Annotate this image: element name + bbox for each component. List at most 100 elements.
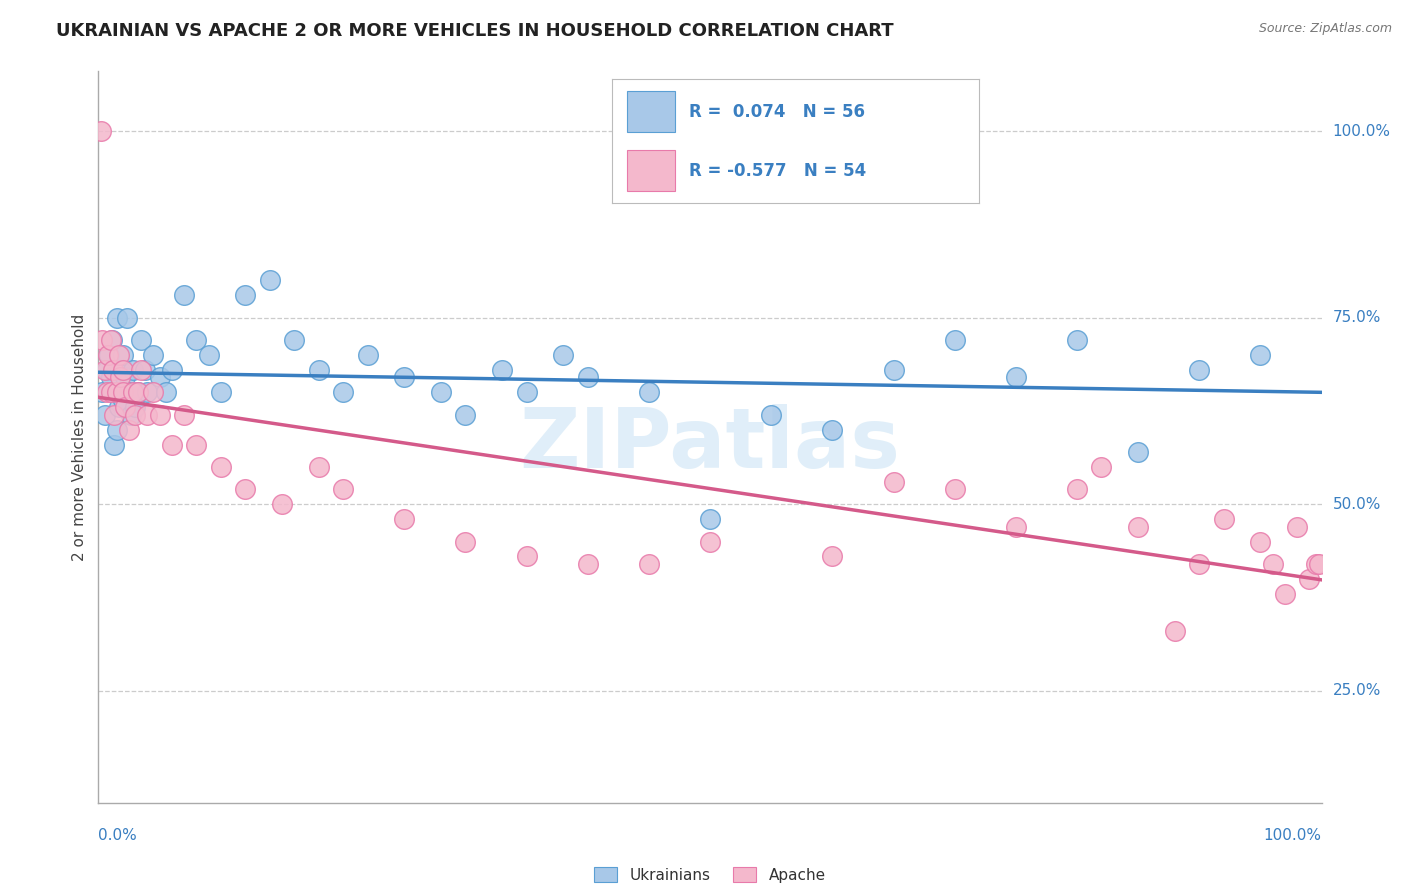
Point [105, 423, 128, 437]
Point [111, 363, 134, 377]
Point [1004, 370, 1026, 384]
Point [127, 385, 149, 400]
Legend: Ukrainians, Apache: Ukrainians, Apache [586, 859, 834, 890]
Point [491, 363, 513, 377]
Point [108, 348, 131, 362]
Point [637, 385, 661, 400]
Point [233, 483, 256, 497]
Point [1164, 624, 1187, 639]
Point [160, 363, 183, 377]
Y-axis label: 2 or more Vehicles in Household: 2 or more Vehicles in Household [72, 313, 87, 561]
Point [883, 475, 905, 489]
Point [1128, 519, 1150, 533]
Point [121, 363, 143, 377]
Point [332, 385, 354, 400]
Point [101, 363, 124, 377]
Point [111, 392, 134, 407]
Point [1066, 333, 1088, 347]
Point [308, 459, 330, 474]
Point [160, 437, 183, 451]
Point [1188, 557, 1211, 571]
Text: ZIPatlas: ZIPatlas [520, 404, 900, 485]
Point [1212, 512, 1234, 526]
Point [233, 288, 256, 302]
Point [134, 363, 156, 377]
Text: UKRAINIAN VS APACHE 2 OR MORE VEHICLES IN HOUSEHOLD CORRELATION CHART: UKRAINIAN VS APACHE 2 OR MORE VEHICLES I… [56, 22, 894, 40]
Point [186, 333, 208, 347]
Point [1298, 572, 1320, 586]
Point [114, 370, 136, 384]
Text: 50.0%: 50.0% [1333, 497, 1381, 512]
Point [111, 385, 134, 400]
Point [103, 408, 125, 422]
Point [1308, 557, 1330, 571]
Point [93, 363, 115, 377]
Point [883, 363, 905, 377]
Point [576, 557, 599, 571]
Point [96, 363, 118, 377]
Point [392, 512, 416, 526]
Point [516, 549, 538, 564]
Point [100, 370, 122, 384]
Point [761, 408, 783, 422]
Point [124, 408, 146, 422]
Point [1274, 587, 1296, 601]
Text: 0.0%: 0.0% [98, 828, 138, 843]
Point [454, 534, 477, 549]
Text: 25.0%: 25.0% [1333, 683, 1381, 698]
Point [100, 385, 122, 400]
Point [91, 385, 114, 400]
Point [105, 310, 128, 325]
Point [91, 333, 114, 347]
Point [136, 408, 159, 422]
Text: 100.0%: 100.0% [1333, 124, 1391, 138]
Point [943, 483, 966, 497]
Point [97, 348, 120, 362]
Point [1004, 519, 1026, 533]
Point [1250, 348, 1272, 362]
Point [332, 483, 354, 497]
Point [1128, 445, 1150, 459]
Point [516, 385, 538, 400]
Point [96, 385, 118, 400]
Point [111, 348, 134, 362]
Point [1090, 459, 1112, 474]
Point [943, 333, 966, 347]
Point [197, 348, 219, 362]
Point [124, 401, 146, 415]
Point [209, 459, 232, 474]
Point [103, 437, 125, 451]
Point [115, 310, 138, 325]
Point [270, 497, 294, 511]
Text: 100.0%: 100.0% [1264, 828, 1322, 843]
Point [454, 408, 477, 422]
Point [149, 408, 172, 422]
Point [576, 370, 599, 384]
Point [127, 385, 149, 400]
Point [101, 333, 124, 347]
Point [108, 401, 131, 415]
Point [699, 534, 721, 549]
Point [101, 385, 124, 400]
Point [118, 385, 141, 400]
Point [356, 348, 378, 362]
Point [283, 333, 305, 347]
Point [173, 408, 195, 422]
Point [308, 363, 330, 377]
Point [129, 333, 152, 347]
Point [821, 549, 844, 564]
Point [118, 423, 141, 437]
Point [1261, 557, 1284, 571]
Point [637, 557, 661, 571]
Point [553, 348, 575, 362]
Point [98, 348, 121, 362]
Point [699, 512, 721, 526]
Point [1305, 557, 1327, 571]
Point [93, 408, 115, 422]
Point [173, 288, 195, 302]
Point [1066, 483, 1088, 497]
Point [110, 370, 132, 384]
Point [149, 370, 172, 384]
Point [142, 348, 165, 362]
Point [105, 385, 128, 400]
